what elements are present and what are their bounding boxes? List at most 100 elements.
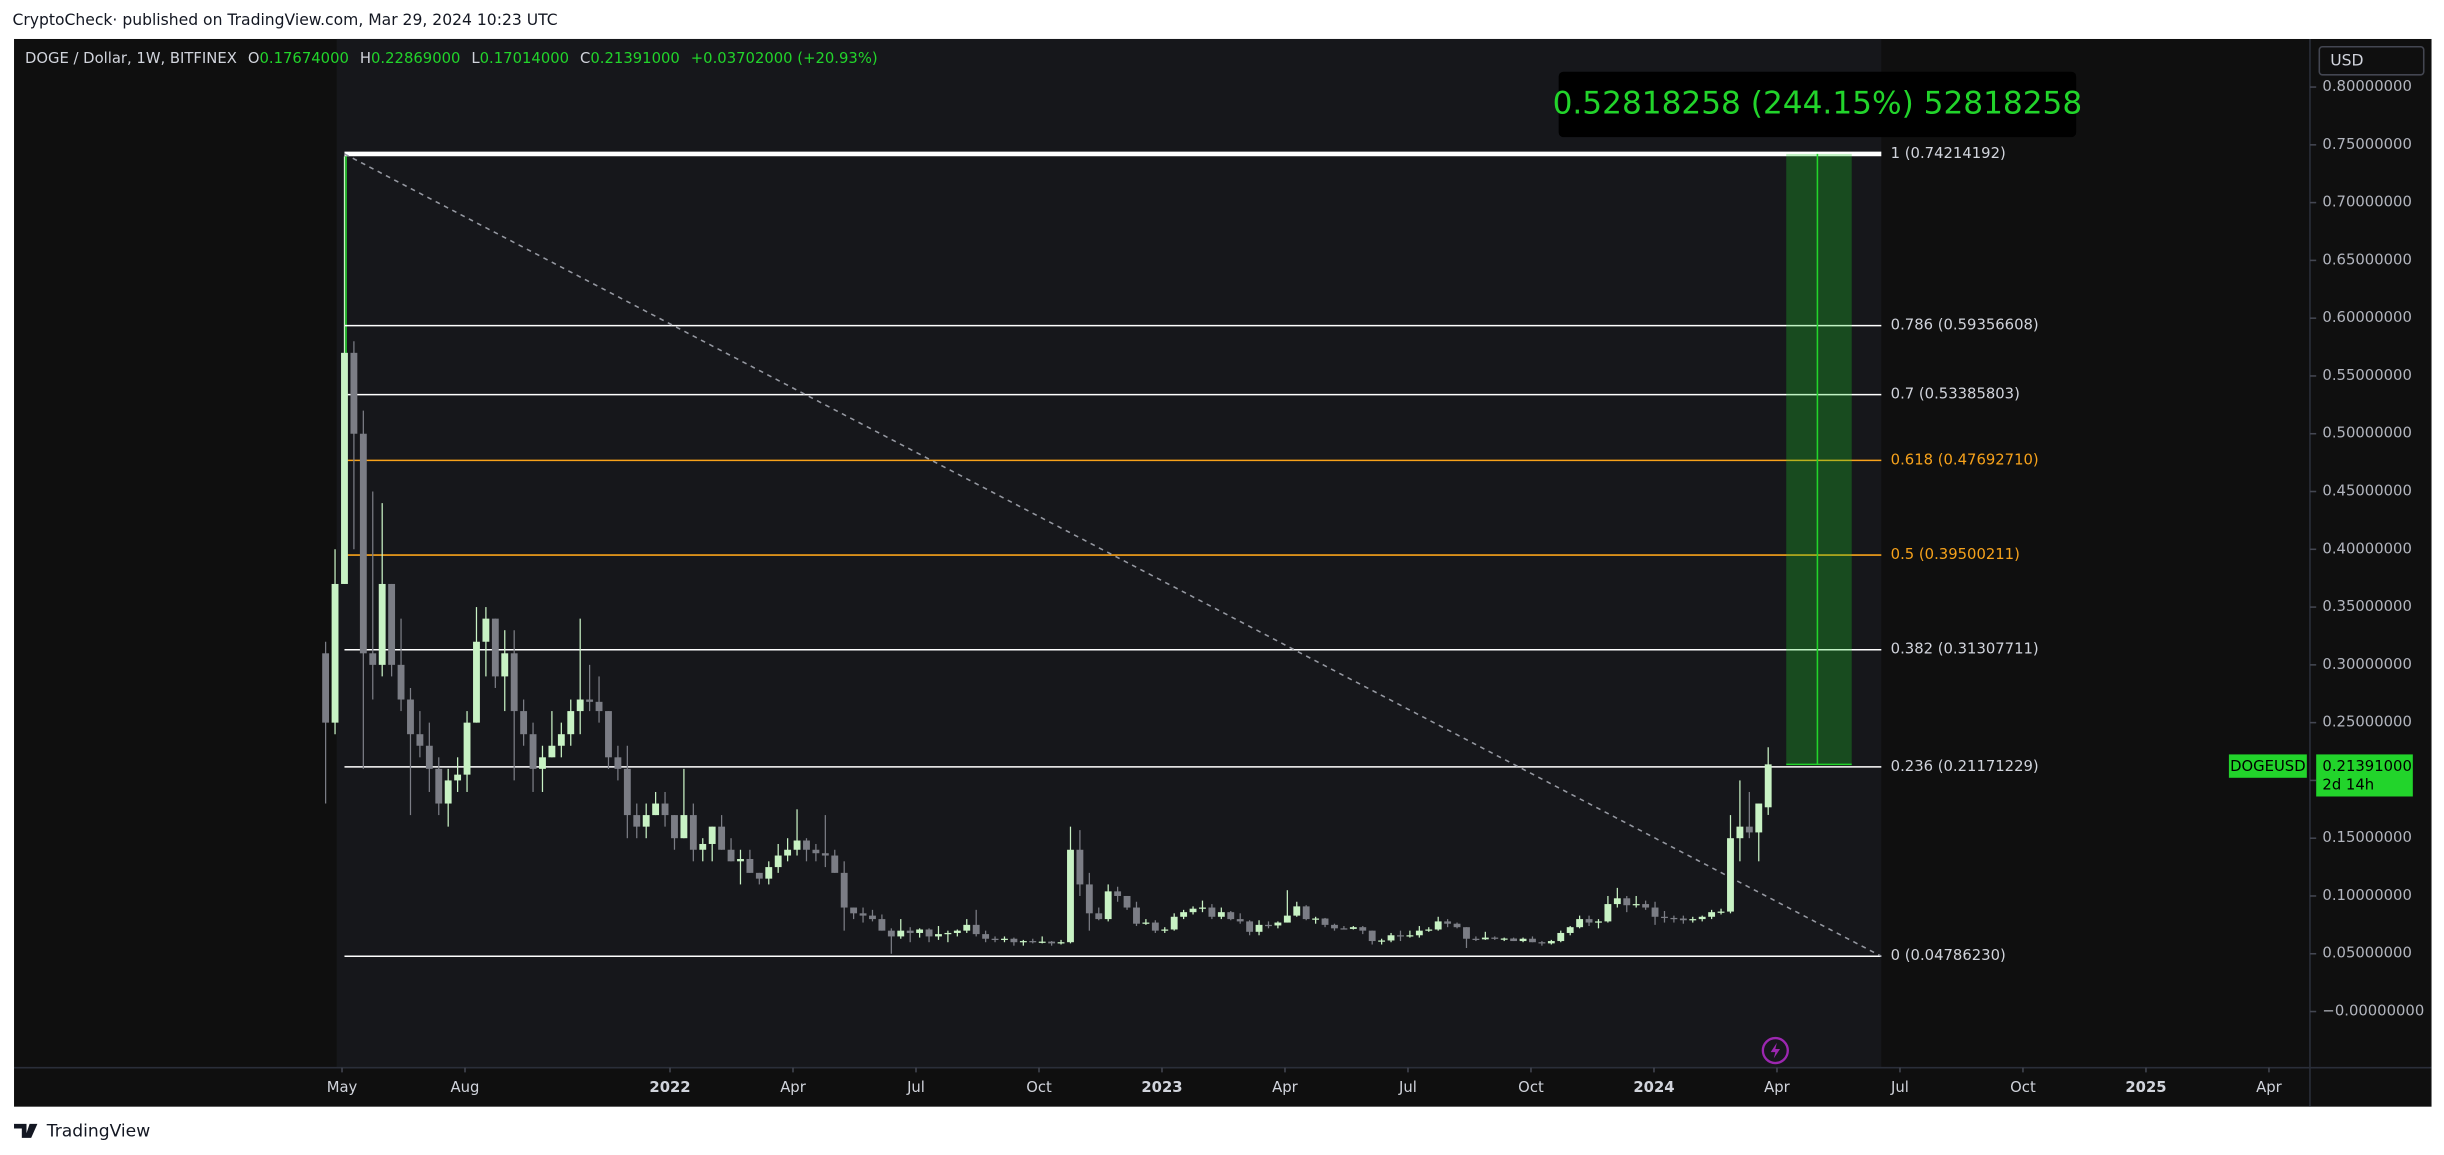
currency-box[interactable] bbox=[2318, 45, 2425, 76]
x-tick-label: May bbox=[327, 1079, 358, 1096]
candle-body bbox=[331, 583, 339, 723]
candle-body bbox=[1698, 916, 1706, 920]
candle-body bbox=[1510, 938, 1518, 942]
candle-body bbox=[737, 858, 744, 862]
candle-body bbox=[1302, 906, 1310, 920]
fib-label: 0 (0.04786230) bbox=[1891, 947, 2006, 964]
candle-body bbox=[1104, 891, 1112, 920]
x-tick-label: Apr bbox=[1764, 1079, 1791, 1096]
l-label: L bbox=[471, 50, 480, 67]
candle-body bbox=[746, 858, 754, 873]
y-tick-label: 0.05000000 bbox=[2322, 945, 2411, 962]
candle-body bbox=[491, 618, 499, 677]
candle-body bbox=[350, 352, 358, 434]
candle-body bbox=[1265, 924, 1272, 927]
y-tick-label: 0.45000000 bbox=[2322, 483, 2411, 500]
tv-logo bbox=[14, 1123, 38, 1138]
candle-body bbox=[1519, 938, 1527, 942]
candle-body bbox=[803, 840, 810, 850]
candle-body bbox=[878, 919, 886, 931]
candle-body bbox=[812, 849, 820, 854]
x-tick-label: Jul bbox=[1890, 1079, 1909, 1096]
candle-body bbox=[784, 849, 792, 856]
c-label: C bbox=[580, 50, 590, 67]
candle-body bbox=[1613, 898, 1621, 905]
candle-body bbox=[1661, 916, 1668, 919]
candle-body bbox=[378, 583, 386, 665]
candle-body bbox=[473, 641, 480, 723]
candle-body bbox=[614, 757, 622, 769]
candle-body bbox=[397, 664, 405, 700]
time-axis-bg bbox=[14, 1067, 2310, 1107]
candle-body bbox=[425, 745, 433, 769]
candle-body bbox=[1576, 919, 1584, 928]
currency: USD bbox=[2330, 51, 2363, 69]
fib-label: 0.5 (0.39500211) bbox=[1891, 546, 2020, 563]
candle-body bbox=[1114, 891, 1122, 896]
trend-line bbox=[344, 153, 1882, 957]
candle-body bbox=[1397, 935, 1404, 937]
x-tick-label: Oct bbox=[2010, 1079, 2036, 1096]
measure-box bbox=[1786, 153, 1852, 765]
candle-body bbox=[1415, 930, 1423, 936]
candle-body bbox=[529, 734, 537, 769]
candle-body bbox=[718, 826, 726, 850]
candle-body bbox=[388, 583, 396, 665]
candle-body bbox=[407, 699, 414, 735]
h-label: H bbox=[360, 50, 371, 67]
close: 0.21391000 bbox=[590, 50, 679, 67]
event-icon[interactable] bbox=[1761, 1036, 1789, 1065]
candle-body bbox=[1340, 928, 1348, 930]
candle-body bbox=[1123, 895, 1131, 908]
candle-body bbox=[935, 934, 942, 937]
candle-body bbox=[1463, 927, 1470, 939]
plot-layer: 0.80000000 0.75000000 0.70000000 0.65000000… bbox=[322, 78, 2424, 1096]
measure-label: 0.52818258 (244.15%) 52818258 bbox=[1553, 85, 2083, 121]
candle-body bbox=[1274, 922, 1282, 926]
candle-body bbox=[1208, 907, 1216, 917]
y-tick-label: 0.15000000 bbox=[2322, 829, 2411, 846]
y-tick-label: 0.55000000 bbox=[2322, 367, 2411, 384]
candle-body bbox=[982, 934, 990, 939]
candle-body bbox=[1444, 921, 1452, 924]
candle-body bbox=[699, 843, 707, 850]
change: +0.03702000 (+20.93%) bbox=[691, 50, 878, 67]
footer-brand: TradingView bbox=[46, 1122, 150, 1142]
event-icon-bolt bbox=[1770, 1042, 1781, 1059]
open: 0.17674000 bbox=[259, 50, 348, 67]
candle-body bbox=[755, 872, 763, 879]
price-tag-countdown: 2d 14h bbox=[2322, 777, 2374, 794]
candle-body bbox=[1425, 929, 1433, 931]
candle-body bbox=[1048, 941, 1056, 944]
candle-body bbox=[1557, 932, 1565, 942]
candle-body bbox=[1491, 937, 1499, 939]
candle-body bbox=[1067, 849, 1074, 943]
y-tick-label: 0.25000000 bbox=[2322, 714, 2411, 731]
candle-body bbox=[1321, 918, 1329, 925]
fib-label: 0.236 (0.21171229) bbox=[1891, 758, 2039, 775]
candle-body bbox=[1019, 941, 1027, 943]
candle-body bbox=[831, 855, 839, 873]
candle-body bbox=[1331, 924, 1338, 929]
candle-body bbox=[1189, 908, 1197, 913]
candle-body bbox=[586, 699, 594, 702]
legend-header: DOGE / Dollar, 1W, BITFINEX O0.17674000 … bbox=[25, 50, 878, 67]
candle-body bbox=[623, 768, 631, 816]
candle-body bbox=[1736, 826, 1744, 839]
candle-body bbox=[1359, 927, 1367, 931]
candle-body bbox=[1151, 922, 1159, 931]
candle-body bbox=[435, 768, 443, 804]
candle-body bbox=[1057, 942, 1065, 944]
candle-body bbox=[539, 757, 546, 769]
y-tick-label: 0.75000000 bbox=[2322, 136, 2411, 153]
candle-body bbox=[1406, 935, 1414, 937]
candle-body bbox=[1217, 912, 1225, 917]
candle-body bbox=[1500, 938, 1508, 940]
candle-body bbox=[1755, 803, 1763, 833]
y-tick-label: 0.80000000 bbox=[2322, 78, 2411, 95]
candle-body bbox=[1029, 941, 1037, 943]
symbol-tag bbox=[2228, 754, 2307, 778]
candle-body bbox=[906, 930, 914, 933]
